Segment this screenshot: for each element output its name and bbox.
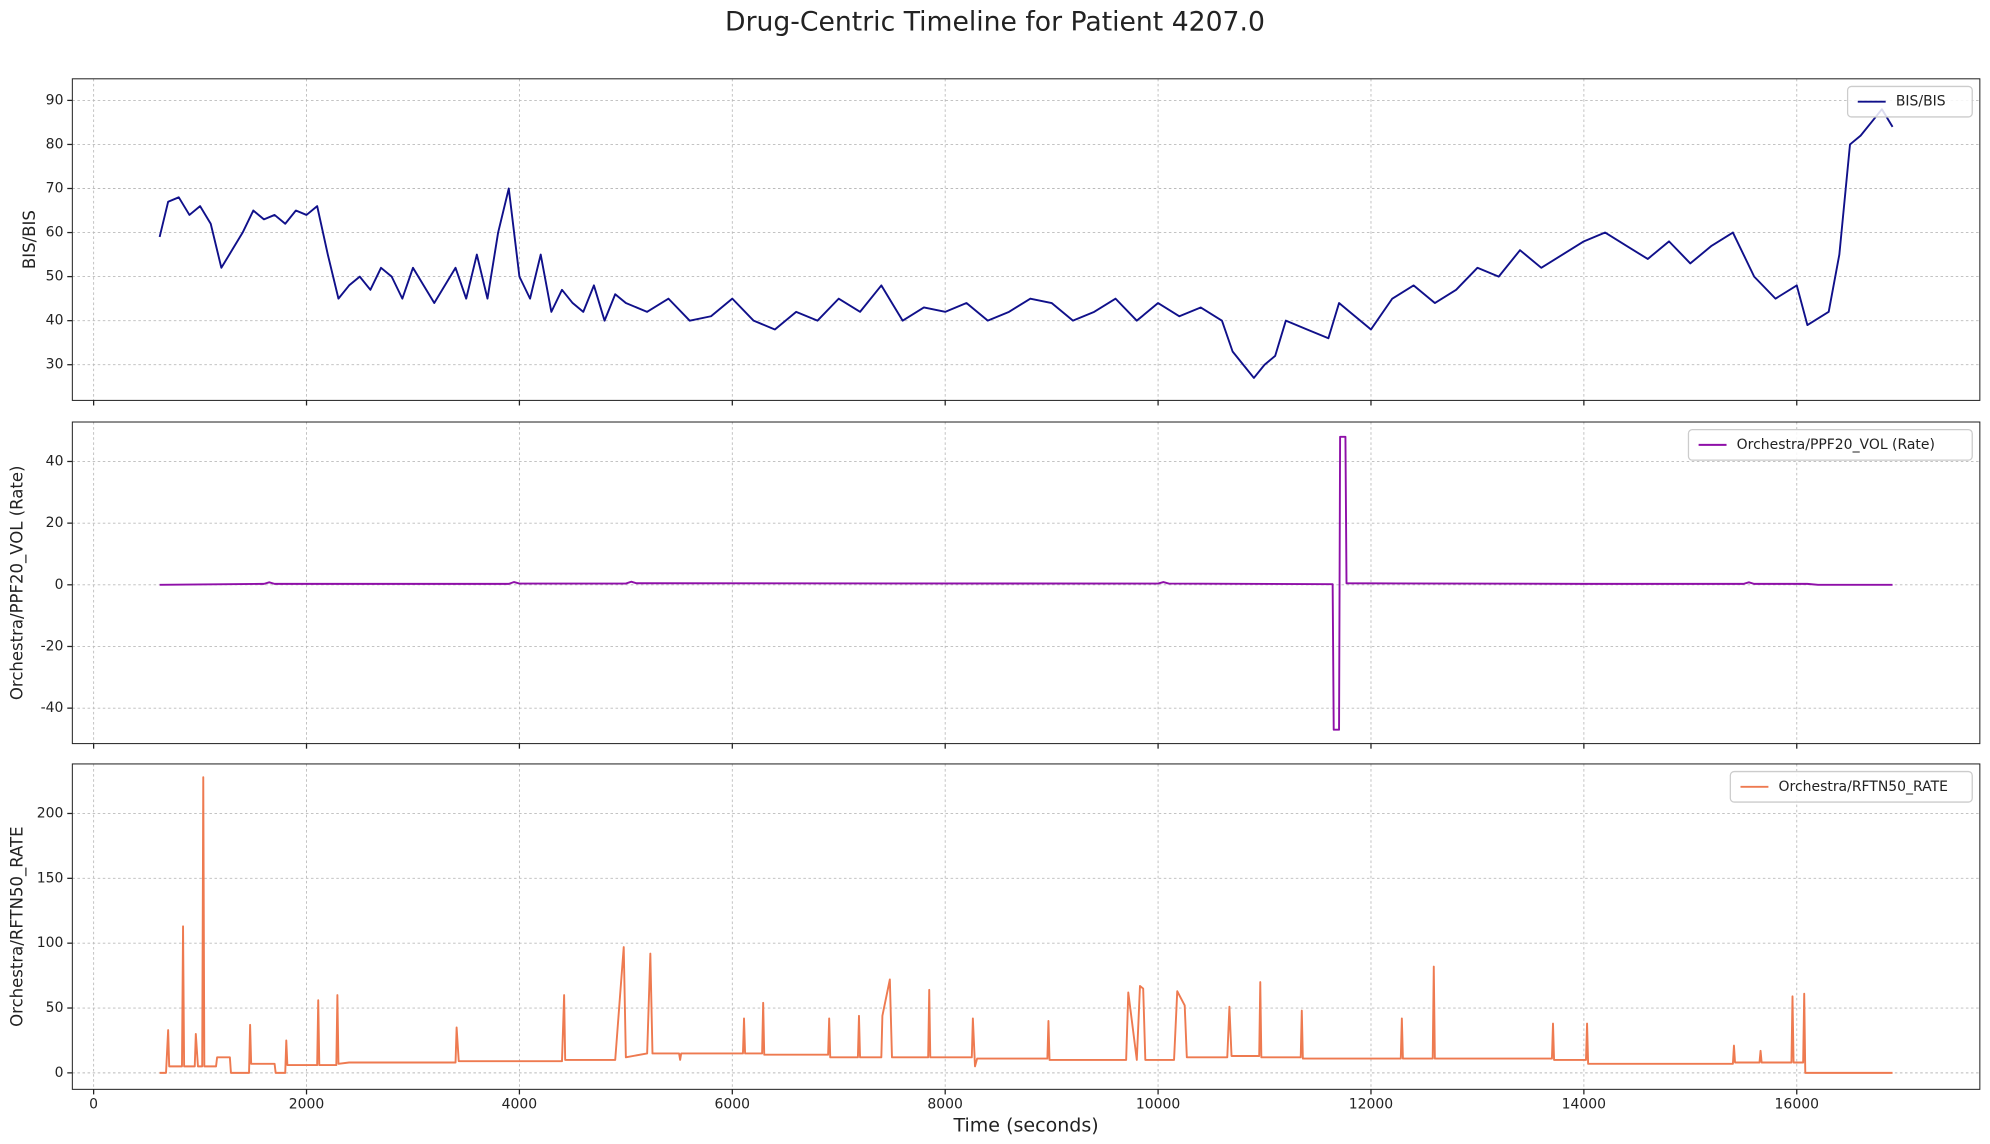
y-tick-label: 80 (46, 136, 64, 152)
x-axis-label: Time (seconds) (952, 1115, 1098, 1137)
y-axis-label: BIS/BIS (20, 210, 39, 269)
y-tick-label: 60 (46, 225, 64, 241)
legend-label: Orchestra/PPF20_VOL (Rate) (1737, 437, 1935, 453)
figure-title: Drug-Centric Timeline for Patient 4207.0 (725, 6, 1265, 37)
y-tick-label: 70 (46, 180, 64, 196)
x-tick-label: 12000 (1349, 1097, 1393, 1113)
legend-box (1729, 770, 1973, 803)
data-line (159, 435, 1893, 731)
axes-frame (71, 78, 1981, 401)
y-tick-label: 200 (37, 805, 64, 821)
x-tick-label: 4000 (502, 1097, 538, 1113)
y-tick-label: 20 (46, 515, 64, 531)
y-tick-label: 50 (46, 1000, 64, 1016)
y-tick-label: 0 (55, 1065, 64, 1081)
legend-label: BIS/BIS (1896, 94, 1946, 110)
y-tick-label: 150 (37, 870, 64, 886)
legend-box (1687, 428, 1973, 461)
x-tick-label: 14000 (1562, 1097, 1606, 1113)
y-tick-label: 40 (46, 313, 64, 329)
y-tick-label: 90 (46, 92, 64, 108)
legend-label: Orchestra/RFTN50_RATE (1779, 779, 1948, 795)
x-tick-label: 16000 (1775, 1097, 1819, 1113)
y-tick-label: -20 (41, 638, 64, 654)
y-tick-label: 100 (37, 935, 64, 951)
y-tick-label: 30 (46, 357, 64, 373)
x-tick-label: 0 (89, 1097, 98, 1113)
y-tick-label: 0 (55, 577, 64, 593)
data-line (159, 776, 1893, 1074)
y-tick-label: 50 (46, 269, 64, 285)
axes-frame (71, 763, 1981, 1090)
y-axis-label: Orchestra/RFTN50_RATE (7, 826, 27, 1026)
x-tick-label: 8000 (927, 1097, 963, 1113)
x-tick-label: 10000 (1136, 1097, 1180, 1113)
data-line (158, 108, 1894, 379)
x-tick-label: 2000 (289, 1097, 325, 1113)
axes-frame (71, 421, 1981, 745)
x-tick-label: 6000 (715, 1097, 751, 1113)
y-tick-label: -40 (41, 700, 64, 716)
y-axis-label: Orchestra/PPF20_VOL (Rate) (7, 466, 27, 701)
legend-box (1846, 85, 1973, 118)
y-tick-label: 40 (46, 453, 64, 469)
